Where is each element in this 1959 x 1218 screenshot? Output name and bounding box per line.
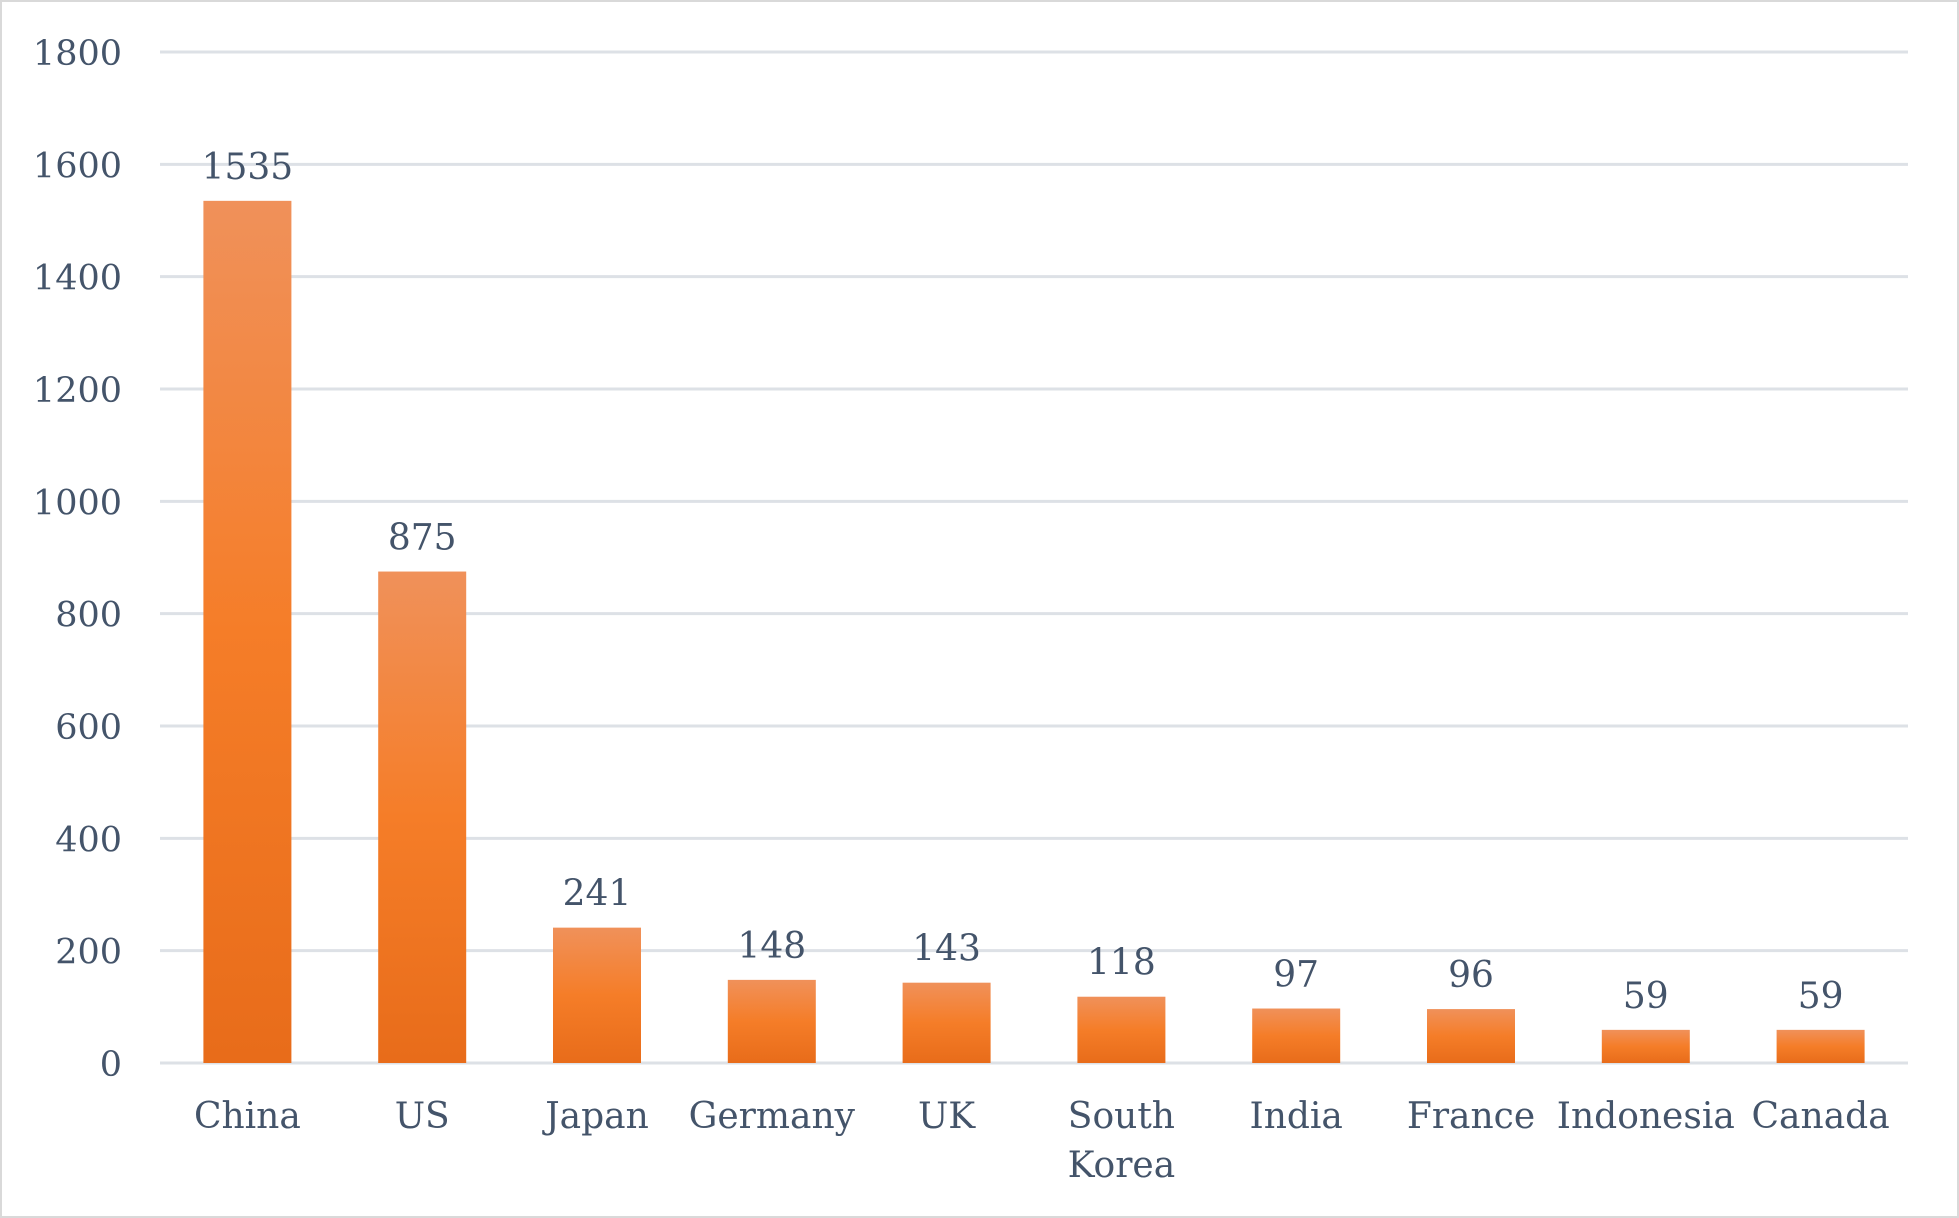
data-label: 118: [1087, 943, 1156, 984]
x-category-label: Indonesia: [1557, 1096, 1735, 1137]
bar-japan: [553, 927, 641, 1063]
bar-us: [378, 571, 467, 1063]
bar-france: [1427, 1009, 1515, 1063]
x-axis-category-labels: China US Japan Germany UK South Korea India Fran…: [194, 1096, 1890, 1186]
y-axis-tick-labels: 0 200 400 600 800 1000 1200 1400 1600 1800: [33, 34, 122, 1085]
y-tick-label: 1000: [33, 483, 122, 523]
data-label: 96: [1448, 955, 1494, 996]
y-tick-label: 800: [55, 596, 122, 636]
data-label: 148: [737, 926, 806, 967]
y-tick-label: 600: [55, 708, 122, 748]
bars: [203, 200, 1865, 1063]
bar-uk: [902, 982, 991, 1063]
y-tick-label: 200: [55, 933, 122, 973]
x-category-label: South: [1068, 1096, 1175, 1137]
y-tick-label: 1800: [33, 34, 122, 74]
x-category-label: Japan: [541, 1096, 649, 1137]
bar-germany: [727, 979, 816, 1063]
y-tick-label: 1600: [33, 146, 122, 186]
x-category-label: India: [1249, 1096, 1342, 1137]
x-category-label: China: [194, 1096, 301, 1137]
data-label: 59: [1798, 976, 1844, 1017]
bar-indonesia: [1601, 1029, 1690, 1063]
bar-canada: [1776, 1029, 1865, 1063]
x-category-label: US: [395, 1096, 450, 1137]
data-label: 97: [1273, 955, 1319, 996]
data-labels: 1535 875 241 148 143 118 97 96 59 59: [202, 147, 1844, 1017]
x-category-label: UK: [918, 1096, 976, 1137]
y-tick-label: 0: [100, 1045, 122, 1085]
data-label: 143: [912, 929, 981, 970]
bar-china: [203, 200, 292, 1063]
x-category-label: France: [1407, 1096, 1535, 1137]
x-category-label: Canada: [1752, 1096, 1890, 1137]
x-category-label: Korea: [1068, 1145, 1176, 1186]
data-label: 1535: [202, 147, 294, 188]
y-tick-label: 1200: [33, 371, 122, 411]
data-label: 241: [563, 874, 632, 915]
bar-south-korea: [1077, 996, 1166, 1063]
x-category-label: Germany: [689, 1096, 856, 1137]
data-label: 875: [388, 518, 457, 559]
y-tick-label: 400: [55, 820, 122, 860]
y-tick-label: 1400: [33, 259, 122, 299]
bar-india: [1252, 1008, 1341, 1063]
data-label: 59: [1623, 976, 1669, 1017]
